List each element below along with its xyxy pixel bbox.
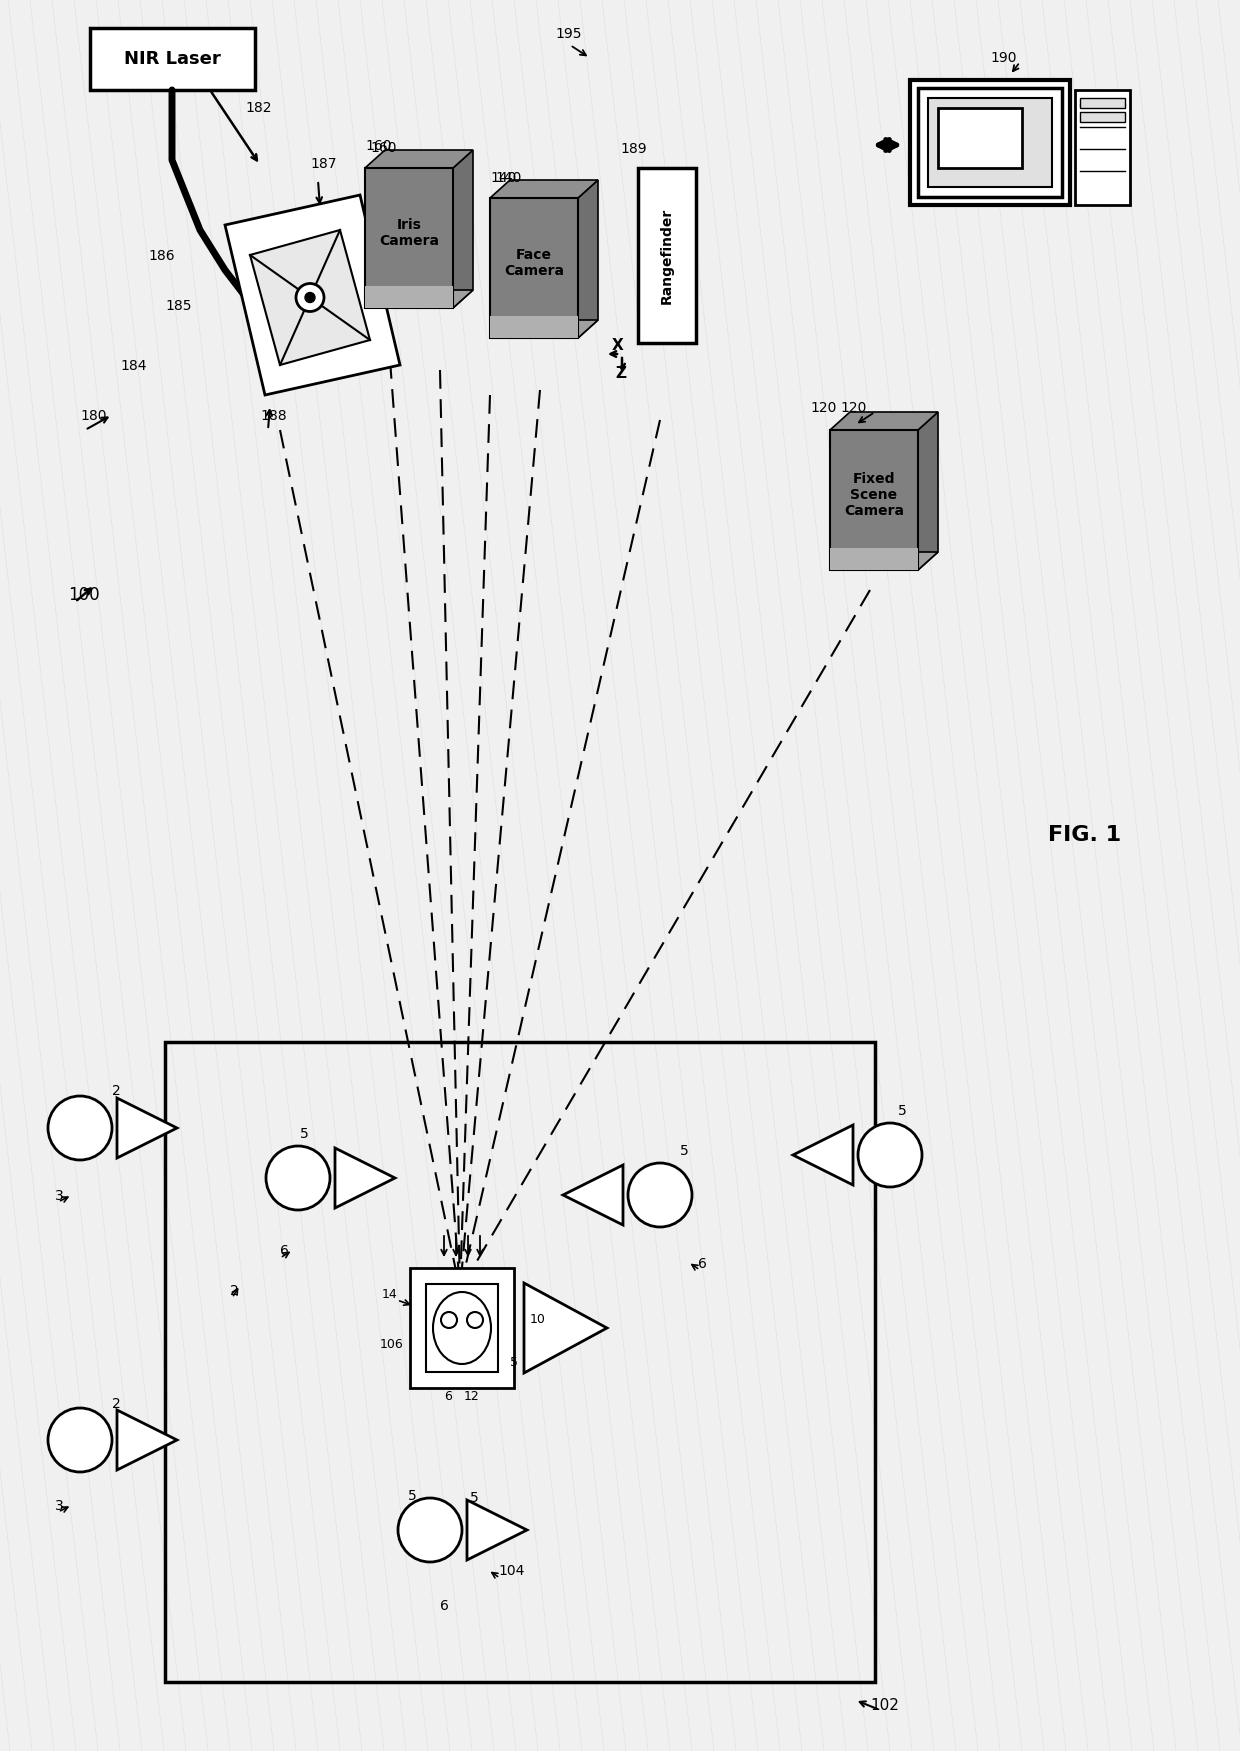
Text: 160: 160 <box>370 142 397 156</box>
Text: 5: 5 <box>680 1143 688 1157</box>
Bar <box>937 109 1022 168</box>
Text: FIG. 1: FIG. 1 <box>1049 825 1121 846</box>
Polygon shape <box>830 411 937 431</box>
Bar <box>91 28 255 89</box>
Bar <box>427 1283 498 1373</box>
Bar <box>928 98 1052 187</box>
Ellipse shape <box>433 1292 491 1364</box>
Text: 5: 5 <box>408 1488 417 1502</box>
Polygon shape <box>830 548 918 571</box>
Polygon shape <box>335 1149 396 1208</box>
Text: Iris
Camera: Iris Camera <box>379 217 439 249</box>
Bar <box>1075 89 1130 205</box>
Text: 190: 190 <box>990 51 1017 65</box>
Text: 14: 14 <box>382 1289 398 1301</box>
Text: 185: 185 <box>165 299 191 313</box>
Text: 2: 2 <box>229 1283 239 1297</box>
Text: NIR Laser: NIR Laser <box>124 51 221 68</box>
Text: 106: 106 <box>379 1338 404 1352</box>
Text: 2: 2 <box>112 1397 120 1411</box>
Circle shape <box>858 1122 923 1187</box>
Text: 100: 100 <box>68 587 99 604</box>
Polygon shape <box>365 291 472 308</box>
Bar <box>910 81 1070 205</box>
Circle shape <box>267 1145 330 1210</box>
Text: 102: 102 <box>870 1698 899 1712</box>
Polygon shape <box>117 1410 177 1471</box>
Polygon shape <box>365 168 453 308</box>
Polygon shape <box>490 320 598 338</box>
Text: 186: 186 <box>148 249 175 263</box>
Circle shape <box>305 292 315 303</box>
Circle shape <box>627 1163 692 1227</box>
Text: 6: 6 <box>698 1257 707 1271</box>
Text: X: X <box>613 338 624 354</box>
Text: 6: 6 <box>280 1243 289 1257</box>
Polygon shape <box>578 180 598 338</box>
Text: 195: 195 <box>556 26 582 40</box>
Text: Face
Camera: Face Camera <box>503 249 564 278</box>
Polygon shape <box>250 229 370 364</box>
Polygon shape <box>490 180 598 198</box>
Bar <box>165 1042 875 1683</box>
Text: 180: 180 <box>81 410 107 424</box>
Circle shape <box>398 1499 463 1562</box>
Polygon shape <box>563 1164 622 1226</box>
Text: 12: 12 <box>464 1390 480 1403</box>
Text: 160: 160 <box>365 138 392 152</box>
Circle shape <box>441 1311 458 1327</box>
Bar <box>1080 112 1125 123</box>
Text: 140: 140 <box>490 172 516 186</box>
Polygon shape <box>224 194 401 396</box>
Text: Fixed
Scene
Camera: Fixed Scene Camera <box>844 471 904 518</box>
Text: 120: 120 <box>810 401 836 415</box>
Polygon shape <box>365 151 472 168</box>
Polygon shape <box>467 1501 527 1560</box>
Polygon shape <box>794 1124 853 1185</box>
Bar <box>410 1268 515 1389</box>
Text: 6: 6 <box>444 1390 451 1403</box>
Text: Rangefinder: Rangefinder <box>660 207 675 303</box>
Bar <box>918 88 1061 198</box>
Text: 104: 104 <box>498 1564 525 1578</box>
Polygon shape <box>525 1283 608 1373</box>
Polygon shape <box>117 1098 177 1157</box>
Text: 120: 120 <box>839 401 867 415</box>
Bar <box>1080 98 1125 109</box>
Text: 187: 187 <box>310 158 336 172</box>
Bar <box>639 168 696 343</box>
Polygon shape <box>453 151 472 308</box>
Text: 184: 184 <box>120 359 146 373</box>
Circle shape <box>48 1096 112 1159</box>
Text: 188: 188 <box>260 410 286 424</box>
Text: 5: 5 <box>898 1103 906 1117</box>
Polygon shape <box>830 431 918 571</box>
Text: 5: 5 <box>470 1492 479 1506</box>
Text: 140: 140 <box>495 172 521 186</box>
Text: 189: 189 <box>620 142 646 156</box>
Text: 2: 2 <box>112 1084 120 1098</box>
Circle shape <box>296 284 324 312</box>
Text: Z: Z <box>615 366 626 382</box>
Text: 10: 10 <box>529 1313 546 1326</box>
Text: 3: 3 <box>55 1189 63 1203</box>
Polygon shape <box>365 285 453 308</box>
Text: 3: 3 <box>55 1499 63 1513</box>
Text: 5: 5 <box>510 1355 518 1369</box>
Polygon shape <box>918 411 937 571</box>
Text: 6: 6 <box>440 1599 449 1613</box>
Polygon shape <box>490 315 578 338</box>
Text: 182: 182 <box>246 102 272 116</box>
Polygon shape <box>830 552 937 571</box>
Circle shape <box>467 1311 484 1327</box>
Circle shape <box>48 1408 112 1473</box>
Polygon shape <box>490 198 578 338</box>
Text: 5: 5 <box>300 1128 309 1142</box>
